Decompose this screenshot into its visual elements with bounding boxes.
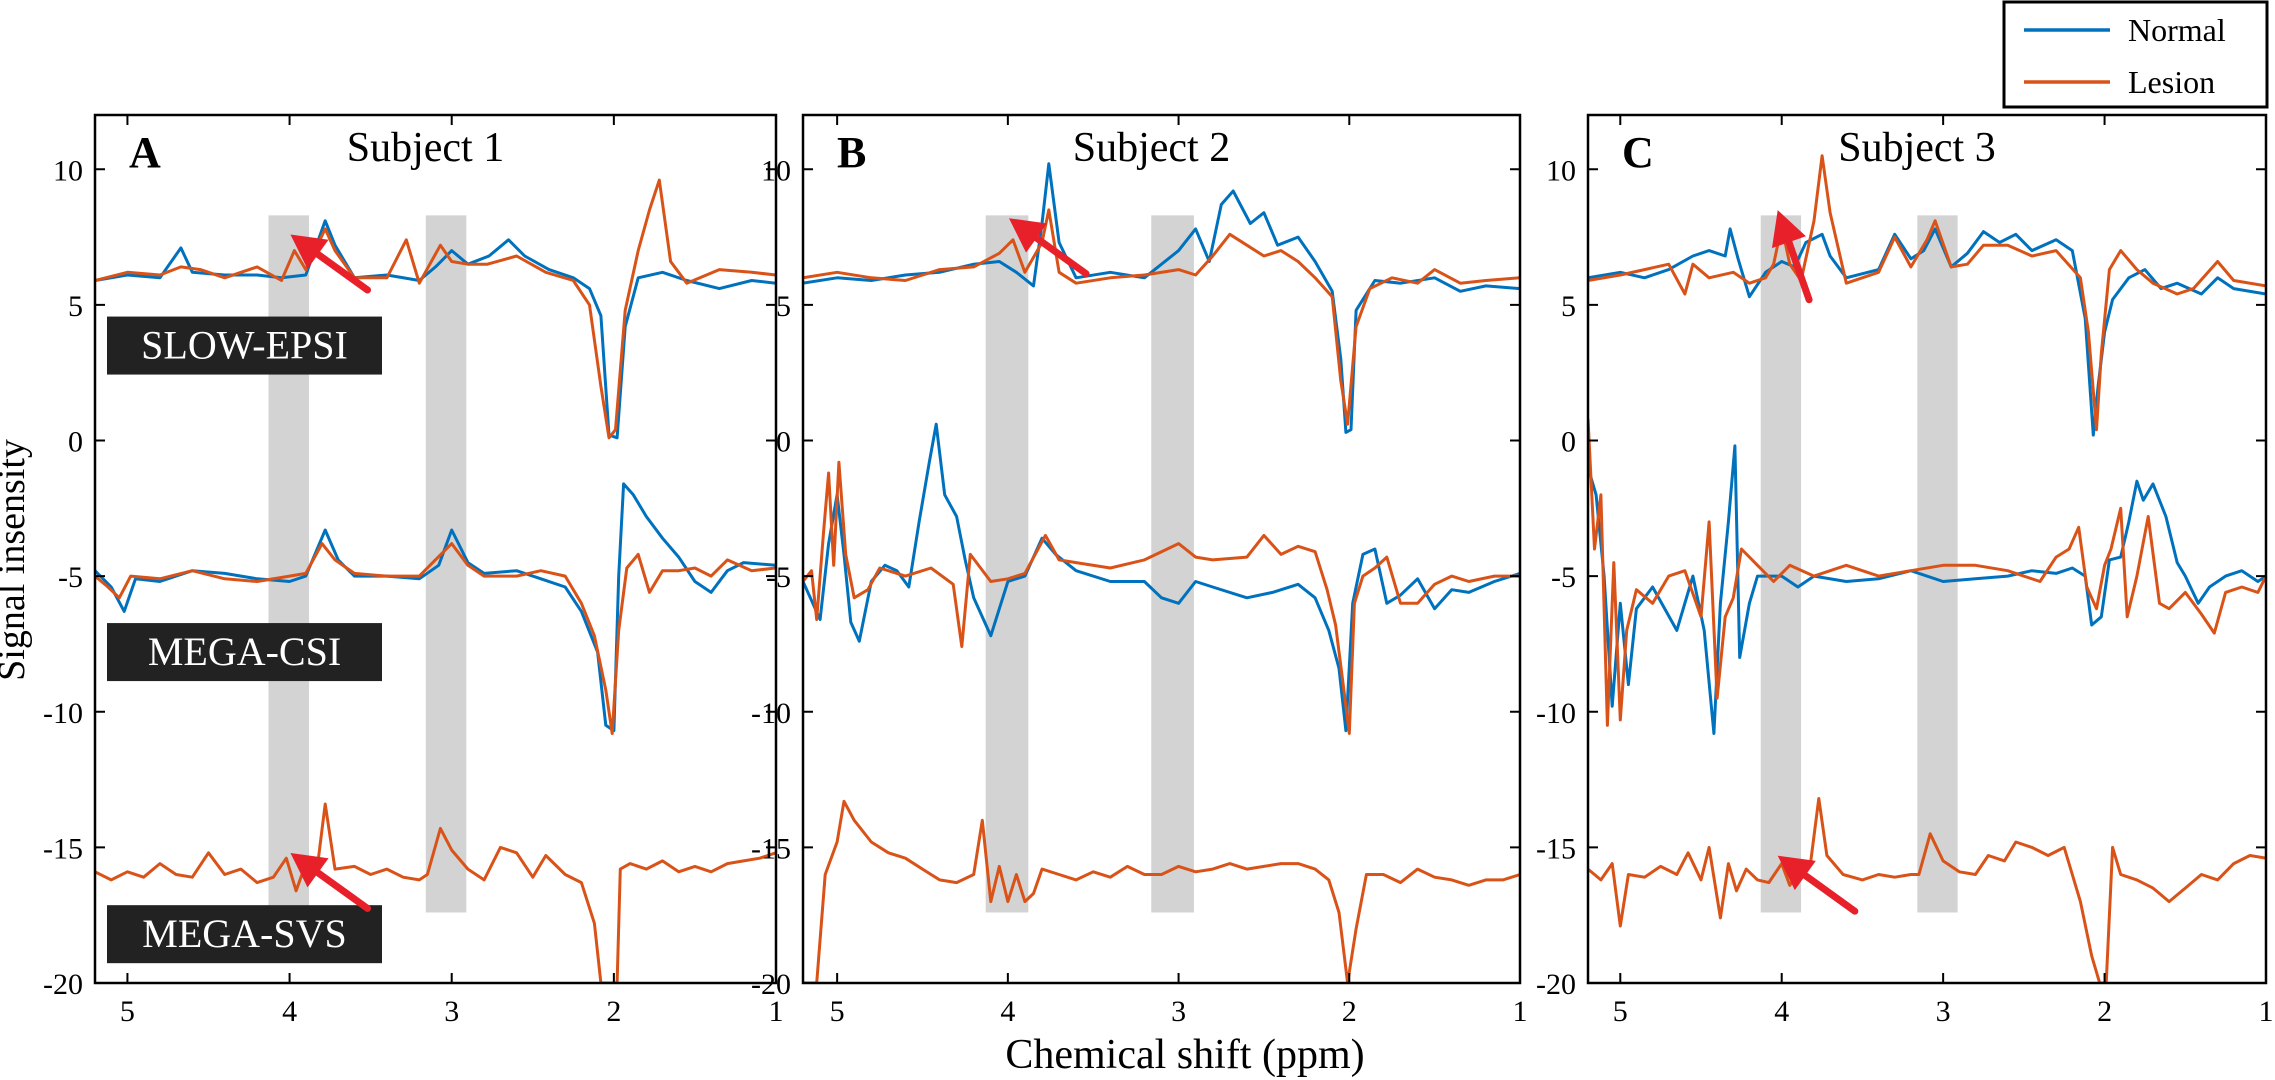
x-tick-label: 5 <box>830 995 845 1028</box>
legend: Normal Lesion <box>2002 0 2269 109</box>
panel-letter: C <box>1622 128 1654 177</box>
panel-title: Subject 2 <box>1073 125 1230 171</box>
red-arrow-head <box>1777 855 1816 891</box>
series-line-lesion-slow-epsi <box>95 178 776 440</box>
red-arrow-head <box>1008 218 1048 253</box>
y-tick-label: -5 <box>58 561 83 594</box>
panel-title: Subject 3 <box>1838 125 1995 171</box>
y-tick-label: -5 <box>766 561 791 594</box>
method-label: MEGA-SVS <box>142 911 346 956</box>
series-line-lesion-mega-svs <box>1588 797 2266 983</box>
x-tick-label: 1 <box>769 995 784 1028</box>
y-tick-label: 0 <box>1561 426 1576 459</box>
red-arrow-shaft <box>1801 872 1859 915</box>
red-arrow <box>1771 210 1813 304</box>
red-arrow <box>1777 855 1859 915</box>
red-arrow-shaft <box>314 250 372 294</box>
x-tick-label: 4 <box>1774 995 1789 1028</box>
y-tick-label: -10 <box>751 697 791 730</box>
x-tick-label: 1 <box>1513 995 1528 1028</box>
y-tick-label: -10 <box>1536 697 1576 730</box>
series-group <box>95 178 776 983</box>
series-line-lesion-mega-csi <box>1588 418 2266 727</box>
series-line-lesion-slow-epsi <box>1588 154 2266 432</box>
y-tick-label: 5 <box>776 290 791 323</box>
x-tick-label: 2 <box>606 995 621 1028</box>
axes-frame <box>93 113 778 985</box>
y-tick-label: -15 <box>751 832 791 865</box>
series-line-lesion-mega-svs <box>803 799 1520 983</box>
y-tick-label: 0 <box>68 426 83 459</box>
y-tick-label: -20 <box>1536 968 1576 1001</box>
x-tick-label: 1 <box>2259 995 2274 1028</box>
panel-letter: B <box>837 128 866 177</box>
red-arrow-head <box>290 852 329 888</box>
axes-frame <box>801 113 1522 985</box>
x-tick-label: 5 <box>120 995 135 1028</box>
y-tick-label: 5 <box>1561 290 1576 323</box>
series-group <box>1588 154 2266 983</box>
red-arrow <box>290 852 372 912</box>
red-arrow <box>290 234 372 294</box>
legend-box <box>2002 0 2269 109</box>
panel-title: Subject 1 <box>347 125 504 171</box>
y-tick-label: 5 <box>68 290 83 323</box>
method-label: SLOW-EPSI <box>141 323 348 368</box>
method-label-box <box>107 316 382 375</box>
legend-label-lesion: Lesion <box>2128 64 2215 100</box>
x-tick-label: 2 <box>1342 995 1357 1028</box>
y-tick-label: -15 <box>43 832 83 865</box>
series-line-lesion-mega-csi <box>803 460 1520 735</box>
panel-letter: A <box>129 128 161 177</box>
axes-frame <box>1586 113 2268 985</box>
y-tick-label: -10 <box>43 697 83 730</box>
y-tick-label: -20 <box>43 968 83 1001</box>
series-line-normal-mega-csi <box>95 482 776 733</box>
red-arrow-head <box>1771 210 1806 249</box>
y-tick-label: 10 <box>761 154 791 187</box>
method-label-box <box>107 623 382 682</box>
series-group <box>803 162 1520 983</box>
y-tick-label: 0 <box>776 426 791 459</box>
method-label-box <box>107 905 382 964</box>
y-tick-label: -5 <box>1551 561 1576 594</box>
panel-b: 10 5 0 -5 -10 -15 -20 5 4 3 2 1 B Subject 2 <box>751 113 1528 1028</box>
series-line-normal-mega-csi <box>1588 444 2266 735</box>
red-arrow-shaft <box>1785 238 1813 304</box>
legend-label-normal: Normal <box>2128 12 2226 48</box>
x-tick-label: 2 <box>2097 995 2112 1028</box>
red-arrow-head <box>290 234 329 269</box>
red-arrow-shaft <box>314 869 372 912</box>
x-tick-label: 3 <box>444 995 459 1028</box>
x-tick-label: 5 <box>1613 995 1628 1028</box>
red-arrow-shaft <box>1033 234 1090 278</box>
method-label: MEGA-CSI <box>148 629 341 674</box>
series-line-lesion-mega-csi <box>95 542 776 735</box>
y-tick-label: 10 <box>53 154 83 187</box>
x-tick-label: 3 <box>1936 995 1951 1028</box>
highlight-band <box>1151 215 1194 913</box>
x-axis-label: Chemical shift (ppm) <box>1005 1032 1364 1078</box>
panel-c: 10 5 0 -5 -10 -15 -20 5 4 3 2 1 C Subject 3 <box>1536 113 2274 1028</box>
series-line-normal-slow-epsi <box>1588 227 2266 437</box>
y-axis-label: Signal insensity <box>0 439 33 681</box>
highlight-band <box>985 215 1029 913</box>
x-tick-label: 4 <box>282 995 297 1028</box>
x-tick-label: 3 <box>1171 995 1186 1028</box>
panel-a: 10 5 0 -5 -10 -15 -20 5 4 3 2 1 A Subject 1 SLOW-EPSI M… <box>43 113 784 1028</box>
red-arrow <box>1008 218 1090 278</box>
highlight-band <box>1760 215 1802 913</box>
x-tick-label: 4 <box>1000 995 1015 1028</box>
y-tick-label: 10 <box>1546 154 1576 187</box>
y-tick-label: -20 <box>751 968 791 1001</box>
y-tick-label: -15 <box>1536 832 1576 865</box>
series-line-lesion-mega-svs <box>95 802 776 983</box>
series-line-lesion-slow-epsi <box>803 208 1520 426</box>
